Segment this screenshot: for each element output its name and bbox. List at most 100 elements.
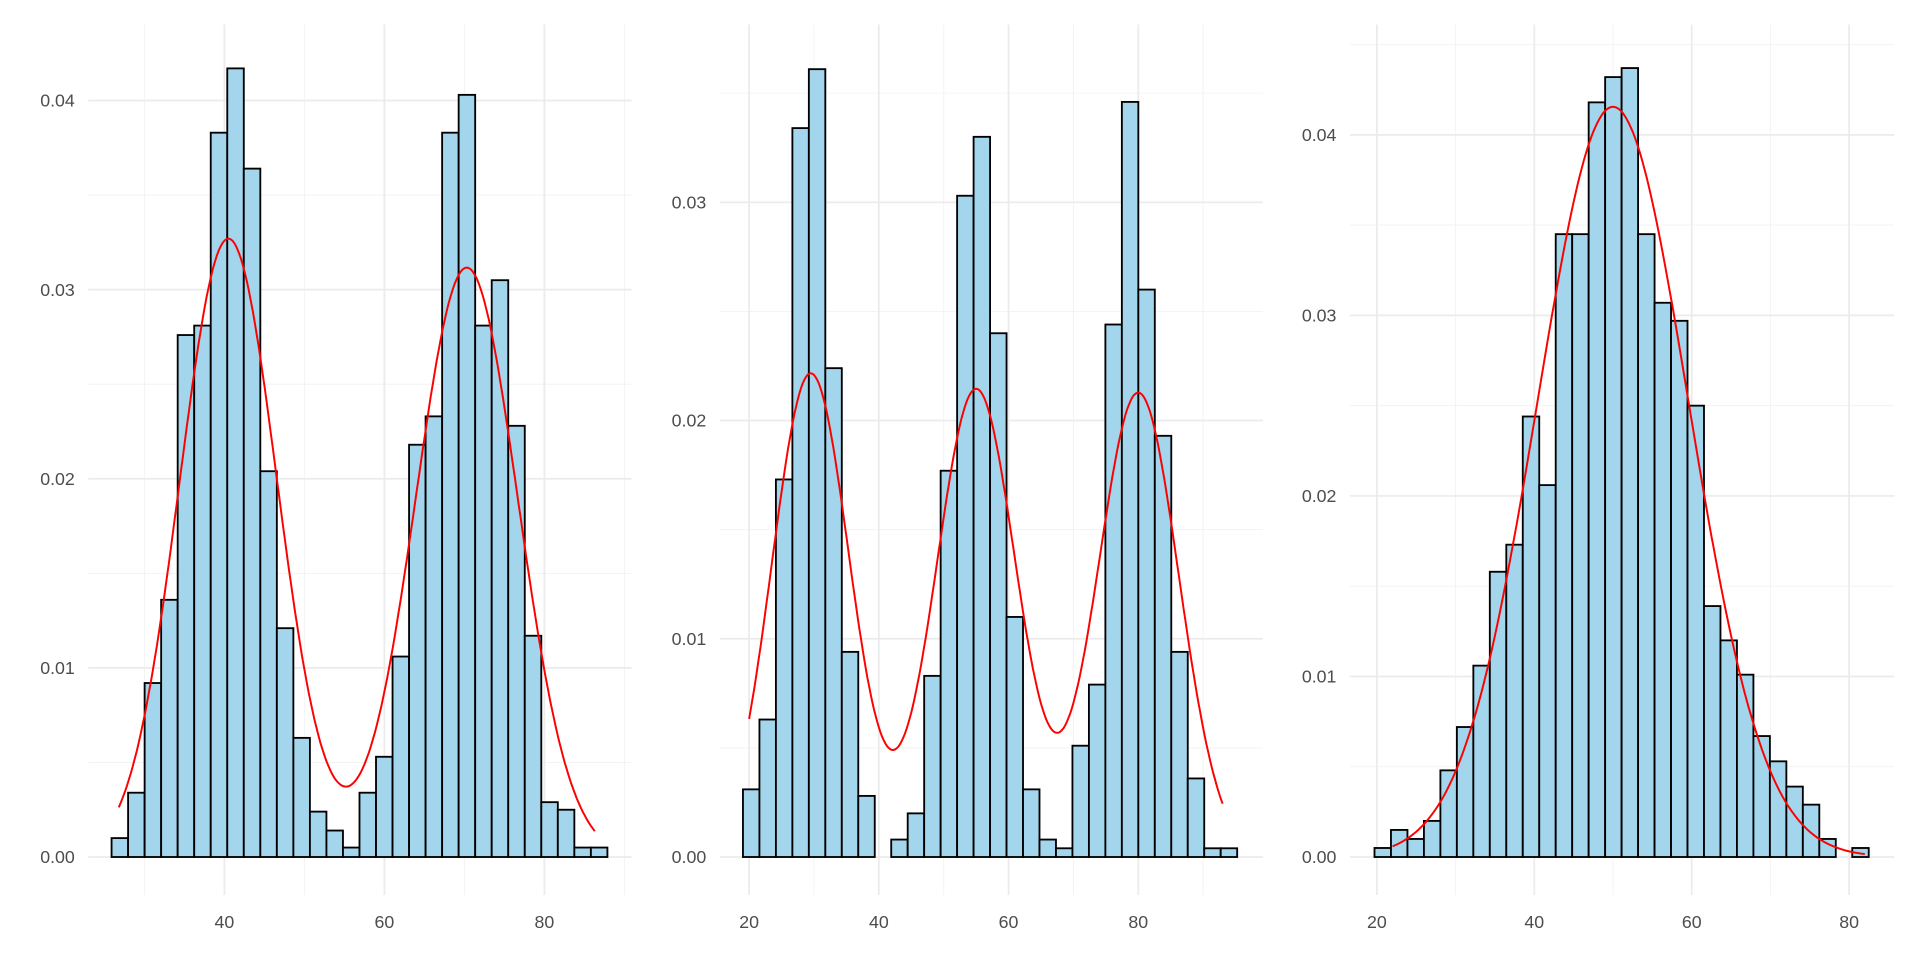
y-tick-label: 0.01 [1302,667,1337,687]
histogram-bar [226,67,245,858]
y-tick-label: 0.03 [1302,306,1337,326]
histogram-bar [890,838,909,858]
histogram-bar [1071,744,1090,858]
histogram-bar [1736,673,1755,858]
histogram-bar [989,332,1008,858]
histogram-bar [1752,735,1771,858]
histogram-bar [457,93,477,858]
x-tick-label: 20 [1367,912,1387,932]
y-tick-label: 0.01 [672,629,707,649]
histogram-bar [742,788,761,858]
histogram-bar [474,324,493,858]
histogram-bar [540,801,559,858]
histogram-bar [441,131,460,858]
histogram-bar [1488,570,1508,858]
x-tick-label: 80 [1128,912,1148,932]
histogram-bar [490,279,510,858]
histogram-bar [127,791,146,858]
histogram-bar [1801,803,1821,858]
histogram-bar [1373,847,1392,858]
y-tick-label: 0.03 [40,280,75,300]
y-tick-label: 0.02 [672,411,707,431]
x-tick-label: 80 [534,912,554,932]
histogram-bar [1104,323,1123,858]
histogram-bar [308,810,328,858]
x-tick-label: 60 [374,912,394,932]
histogram-bar [242,167,262,858]
histogram-bar [408,443,427,858]
histogram-bar [1686,404,1705,858]
histogram-bar [1087,683,1107,858]
y-tick-label: 0.03 [672,192,707,212]
histogram-bar [1505,543,1524,858]
histogram-bar [1120,100,1140,858]
histogram-bar [1186,777,1206,858]
histogram-bar [424,415,444,858]
y-tick-label: 0.00 [40,847,75,867]
histogram-bar [972,135,991,858]
histogram-bar [589,846,609,858]
histogram-bar [1005,616,1024,858]
histogram-bar [292,736,311,858]
histogram-bar [1818,838,1837,858]
histogram-bar [1439,769,1458,858]
histogram-bar [906,812,926,858]
histogram-bar [1653,301,1672,858]
y-tick-label: 0.01 [40,658,75,678]
x-tick-label: 60 [999,912,1019,932]
histogram-bar [1521,415,1541,858]
histogram-bar [391,655,410,858]
y-tick-label: 0.04 [1302,125,1337,145]
y-tick-label: 0.04 [40,91,75,111]
y-tick-label: 0.02 [40,469,75,489]
histogram-bar [573,846,592,858]
y-tick-label: 0.02 [1302,486,1337,506]
histogram-bar [824,367,843,858]
histogram-bar [143,682,163,858]
y-tick-label: 0.00 [672,847,707,867]
x-tick-label: 60 [1682,912,1702,932]
histogram-bar [1719,639,1738,858]
histogram-bar [1604,76,1623,858]
histogram-bar [791,127,810,858]
x-tick-label: 40 [869,912,889,932]
histogram-bar [1406,838,1425,858]
histogram-bar [857,794,876,858]
histogram-bar [1538,484,1557,858]
histogram-bar [259,470,278,858]
x-tick-label: 20 [739,912,759,932]
histogram-bar [1587,101,1607,858]
histogram-bar [176,334,196,858]
histogram-bar [1703,605,1722,858]
x-tick-label: 80 [1839,912,1859,932]
density-curve [748,372,1224,805]
histogram-bar [1554,233,1574,858]
histogram-bar [358,791,377,858]
histogram-bar [1620,67,1640,858]
histogram-bar [193,324,212,858]
histogram-bar [840,650,860,858]
histogram-bar [774,478,794,858]
histogram-bar [1203,847,1222,858]
histogram-bar [1137,288,1156,858]
y-tick-label: 0.00 [1302,847,1337,867]
histogram-bar [342,846,361,858]
x-tick-label: 40 [214,912,234,932]
histogram-bar [923,674,942,858]
panel-3: 0.00 0.01 0.02 0.03 0.04 20 40 60 80 [1302,24,1895,932]
x-tick-label: 40 [1524,912,1544,932]
histogram-bar [275,627,295,858]
histogram-bar [1022,788,1041,858]
histogram-bar [1055,847,1074,858]
histogram-bar [1038,838,1057,858]
density-curve [117,237,596,832]
panel-1: 0.00 0.01 0.02 0.03 0.04 40 60 80 [40,24,632,932]
histogram-bar [160,598,179,858]
histogram-bar [110,837,130,858]
histogram-bar [758,718,777,858]
histogram-bar [1637,233,1656,858]
histogram-bar [1571,233,1590,858]
histogram-bar [807,68,827,858]
histogram-bar [325,829,344,858]
